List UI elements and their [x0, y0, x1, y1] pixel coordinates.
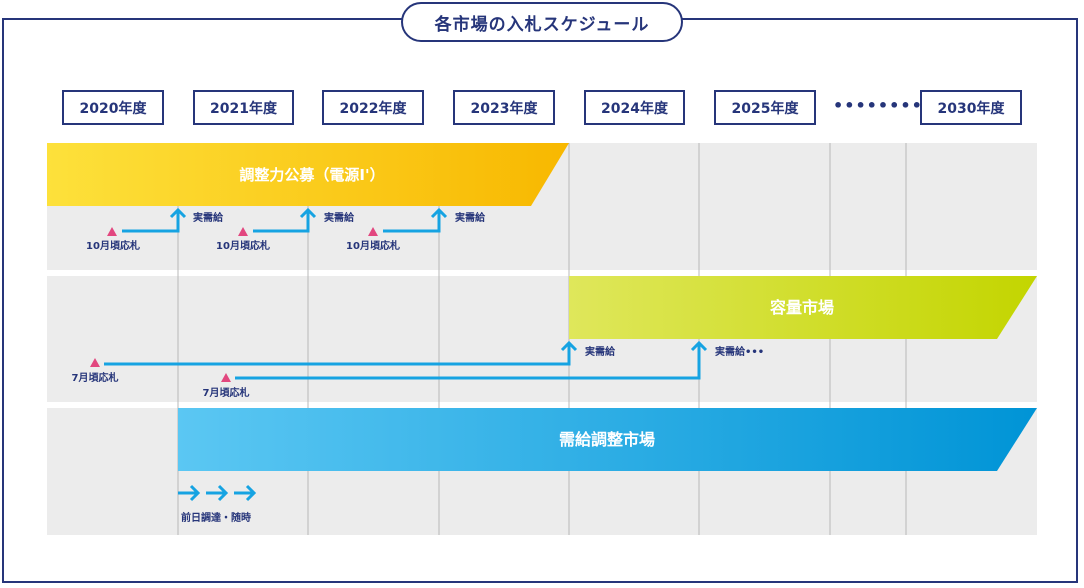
adjust-2021-flow: 10月頃応札 実需給 — [216, 207, 355, 252]
arrow-head — [430, 207, 448, 219]
flow-arrow — [253, 212, 310, 233]
year-ellipsis: •••••••••• — [833, 96, 946, 115]
supply-label: 実需給 — [585, 345, 616, 358]
adjust-2020-flow: 10月頃応札 実需給 — [86, 207, 224, 252]
bid-marker — [368, 227, 378, 236]
bid-marker — [221, 373, 231, 382]
flow-arrow — [383, 212, 441, 233]
year-2021: 2021年度 — [193, 90, 294, 125]
capacity-2020-flow: 7月頃応札 実需給 — [72, 340, 616, 384]
adjust-band — [47, 143, 569, 206]
day-ahead-label: 前日調達・随時 — [181, 511, 251, 524]
year-2023: 2023年度 — [453, 90, 555, 125]
flow-arrow — [235, 345, 701, 380]
day-ahead-arrows — [178, 484, 257, 502]
bid-label: 7月頃応札 — [203, 386, 250, 399]
supply-more-label: 実需給••• — [715, 345, 764, 358]
capacity-band-label: 容量市場 — [769, 298, 834, 317]
balancing-band-label: 需給調整市場 — [559, 430, 655, 449]
capacity-2021-flow: 7月頃応札 実需給••• — [203, 340, 764, 399]
adjust-2022-flow: 10月頃応札 実需給 — [346, 207, 486, 252]
year-2020: 2020年度 — [62, 90, 164, 125]
supply-label: 実需給 — [324, 211, 355, 224]
arrow-head — [690, 340, 708, 352]
diagram-title: 各市場の入札スケジュール — [401, 2, 683, 42]
bid-label: 10月頃応札 — [346, 239, 400, 252]
flow-arrow — [104, 345, 571, 366]
bid-marker — [107, 227, 117, 236]
bid-marker — [238, 227, 248, 236]
bid-label: 10月頃応札 — [216, 239, 270, 252]
year-2022: 2022年度 — [322, 90, 424, 125]
supply-label: 実需給 — [193, 211, 224, 224]
capacity-band — [569, 276, 1037, 339]
year-2030: 2030年度 — [920, 90, 1022, 125]
bid-marker — [90, 358, 100, 367]
year-2025: 2025年度 — [714, 90, 816, 125]
arrow-head — [560, 340, 578, 352]
year-2024: 2024年度 — [584, 90, 685, 125]
bid-label: 7月頃応札 — [72, 371, 119, 384]
supply-label: 実需給 — [455, 211, 486, 224]
flow-arrow — [122, 212, 180, 233]
arrow-head — [169, 207, 187, 219]
adjust-band-label: 調整力公募（電源Ⅰ'） — [239, 166, 384, 184]
balancing-band — [178, 408, 1037, 471]
arrow-head — [299, 207, 317, 219]
bid-label: 10月頃応札 — [86, 239, 140, 252]
